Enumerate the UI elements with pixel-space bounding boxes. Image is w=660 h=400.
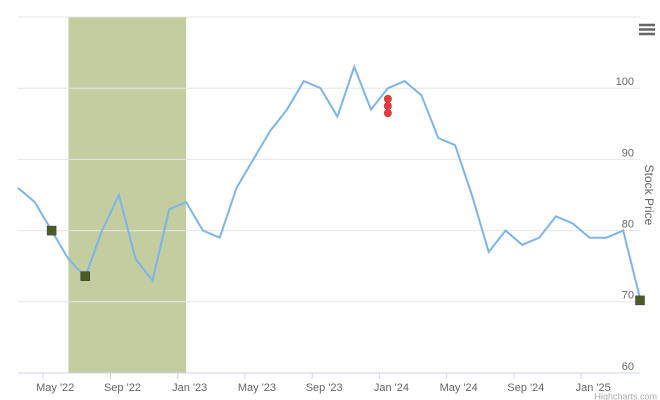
x-tick-label: Jan '23 (172, 382, 207, 394)
menu-icon[interactable] (639, 23, 655, 36)
event-marker (80, 271, 90, 281)
plot-band (68, 17, 187, 373)
event-marker (383, 102, 392, 110)
credits: Highcharts.com (594, 391, 657, 400)
x-tick-label: May '22 (36, 382, 74, 394)
event-marker (383, 94, 392, 103)
x-tick-label: May '23 (238, 382, 276, 394)
y-tick-label: 60 (622, 361, 634, 373)
y-tick-label: 70 (622, 290, 634, 302)
x-tick-label: Jan '25 (576, 382, 611, 394)
event-marker (46, 225, 57, 236)
event-marker (635, 295, 645, 306)
y-axis-title: Stock Price (642, 165, 656, 226)
y-tick-label: 80 (622, 219, 634, 231)
x-tick-label: Sep '23 (306, 382, 343, 394)
y-tick-label: 100 (616, 76, 634, 88)
event-marker (383, 109, 392, 118)
price-line (17, 63, 641, 299)
y-tick-label: 90 (622, 147, 634, 159)
x-tick-label: Jan '24 (374, 382, 409, 394)
x-tick-label: Sep '24 (507, 382, 544, 394)
x-tick-label: May '24 (440, 382, 478, 394)
x-tick-label: Sep '22 (104, 382, 141, 394)
menu-button[interactable] (638, 22, 656, 38)
